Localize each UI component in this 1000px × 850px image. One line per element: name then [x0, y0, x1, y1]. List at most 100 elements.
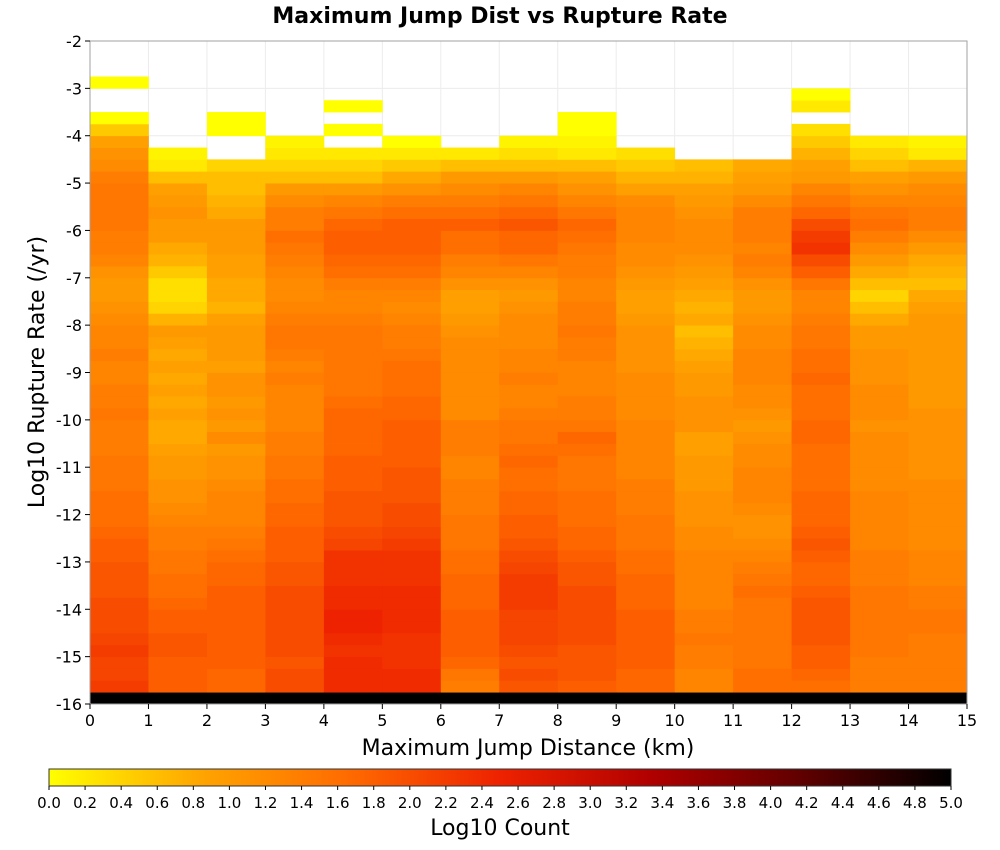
heatmap-cell — [382, 455, 442, 468]
heatmap-cell — [791, 206, 851, 219]
heatmap-cell — [206, 467, 266, 480]
x-tick-label: 8 — [553, 711, 563, 730]
heatmap-cell — [499, 301, 559, 314]
heatmap-cell — [440, 656, 500, 669]
heatmap-cell — [90, 597, 149, 610]
heatmap-cell — [382, 230, 442, 243]
heatmap-cell — [265, 159, 325, 172]
heatmap-cell — [733, 408, 792, 421]
heatmap-cell — [850, 502, 909, 515]
heatmap-cell — [908, 396, 968, 409]
colorbar-ticks: 0.0 0.2 0.4 0.6 0.8 1.0 1.2 1.4 1.6 1.8 2.0 2.2 2.4 2… — [37, 786, 963, 812]
heatmap-cell — [323, 301, 383, 314]
heatmap-cell — [733, 443, 792, 456]
heatmap-cell — [148, 265, 208, 279]
x-tick-label: 0 — [85, 711, 95, 730]
heatmap-cell — [382, 218, 442, 231]
heatmap-cell — [440, 644, 500, 658]
heatmap-cell — [791, 479, 851, 492]
heatmap-cell — [440, 419, 500, 433]
heatmap-cell — [908, 467, 968, 480]
heatmap-cell — [674, 656, 734, 669]
heatmap-cell — [850, 621, 909, 634]
heatmap-cell — [148, 301, 208, 314]
heatmap-cell — [733, 621, 792, 634]
heatmap-cell — [674, 348, 734, 362]
heatmap-cell — [674, 550, 734, 563]
heatmap-cell — [499, 171, 559, 184]
heatmap-cell — [265, 408, 325, 421]
heatmap-cell — [148, 609, 208, 622]
heatmap-cell — [850, 289, 909, 302]
heatmap-cell — [148, 171, 208, 184]
heatmap-cell — [557, 419, 617, 433]
heatmap-cell — [674, 206, 734, 219]
heatmap-cell — [557, 443, 617, 456]
heatmap-cell — [499, 455, 559, 468]
heatmap-cell — [323, 680, 383, 693]
heatmap-cell — [791, 609, 851, 622]
heatmap-cell — [206, 419, 266, 433]
heatmap-cell — [265, 431, 325, 444]
y-axis-ticks: -2 -3 -4 -5 -6 -7 -8 -9 -10 -11 -12 -13 -14 -15 -16 — [56, 32, 90, 714]
heatmap-cell — [850, 265, 909, 279]
heatmap-cell — [265, 325, 325, 338]
heatmap-cell — [616, 206, 676, 219]
heatmap-cell — [148, 455, 208, 468]
heatmap-cell — [382, 692, 442, 705]
x-tick-label: 1 — [143, 711, 153, 730]
heatmap-cell — [148, 384, 208, 397]
heatmap-cell — [206, 206, 266, 219]
heatmap-cell — [908, 609, 968, 622]
heatmap-cell — [382, 206, 442, 219]
x-tick-label: 4 — [319, 711, 329, 730]
heatmap-cell — [148, 360, 208, 373]
heatmap-cell — [908, 621, 968, 634]
heatmap-cell — [733, 431, 792, 444]
heatmap-cell — [557, 301, 617, 314]
heatmap-cell — [323, 159, 383, 172]
heatmap-cell — [674, 609, 734, 622]
heatmap-cell — [791, 218, 851, 231]
heatmap-cell — [499, 360, 559, 373]
heatmap-cell — [382, 550, 442, 563]
heatmap-cell — [499, 467, 559, 480]
heatmap-cell — [850, 408, 909, 421]
heatmap-cell — [908, 680, 968, 693]
heatmap-cell — [440, 538, 500, 551]
heatmap-cell — [791, 526, 851, 539]
heatmap-cell — [850, 573, 909, 587]
heatmap-cell — [440, 265, 500, 279]
heatmap-cell — [733, 254, 792, 267]
heatmap-cell — [382, 265, 442, 279]
heatmap-cell — [616, 194, 676, 208]
heatmap-cell — [791, 632, 851, 646]
colorbar-tick-label: 1.2 — [254, 794, 278, 812]
heatmap-cell — [265, 372, 325, 385]
heatmap-cell — [323, 538, 383, 551]
heatmap-cell — [265, 632, 325, 646]
heatmap-cell — [206, 597, 266, 610]
heatmap-cell — [265, 490, 325, 504]
heatmap-cell — [440, 490, 500, 504]
heatmap-cell — [382, 147, 442, 160]
heatmap-cell — [323, 396, 383, 409]
colorbar-tick-label: 0.6 — [145, 794, 169, 812]
heatmap-cell — [90, 680, 149, 693]
heatmap-cell — [440, 183, 500, 196]
heatmap-cell — [265, 135, 325, 148]
heatmap-cell — [148, 372, 208, 385]
heatmap-cell — [148, 396, 208, 409]
heatmap-cell — [206, 242, 266, 255]
heatmap-cell — [323, 443, 383, 456]
heatmap-cell — [206, 325, 266, 338]
y-tick-label: -9 — [66, 364, 82, 383]
heatmap-cell — [557, 360, 617, 373]
heatmap-cell — [148, 550, 208, 563]
heatmap-cell — [206, 360, 266, 373]
heatmap-cell — [674, 325, 734, 338]
heatmap-cell — [791, 301, 851, 314]
heatmap-cell — [90, 573, 149, 587]
heatmap-cell — [850, 301, 909, 314]
y-tick-label: -2 — [66, 32, 82, 51]
